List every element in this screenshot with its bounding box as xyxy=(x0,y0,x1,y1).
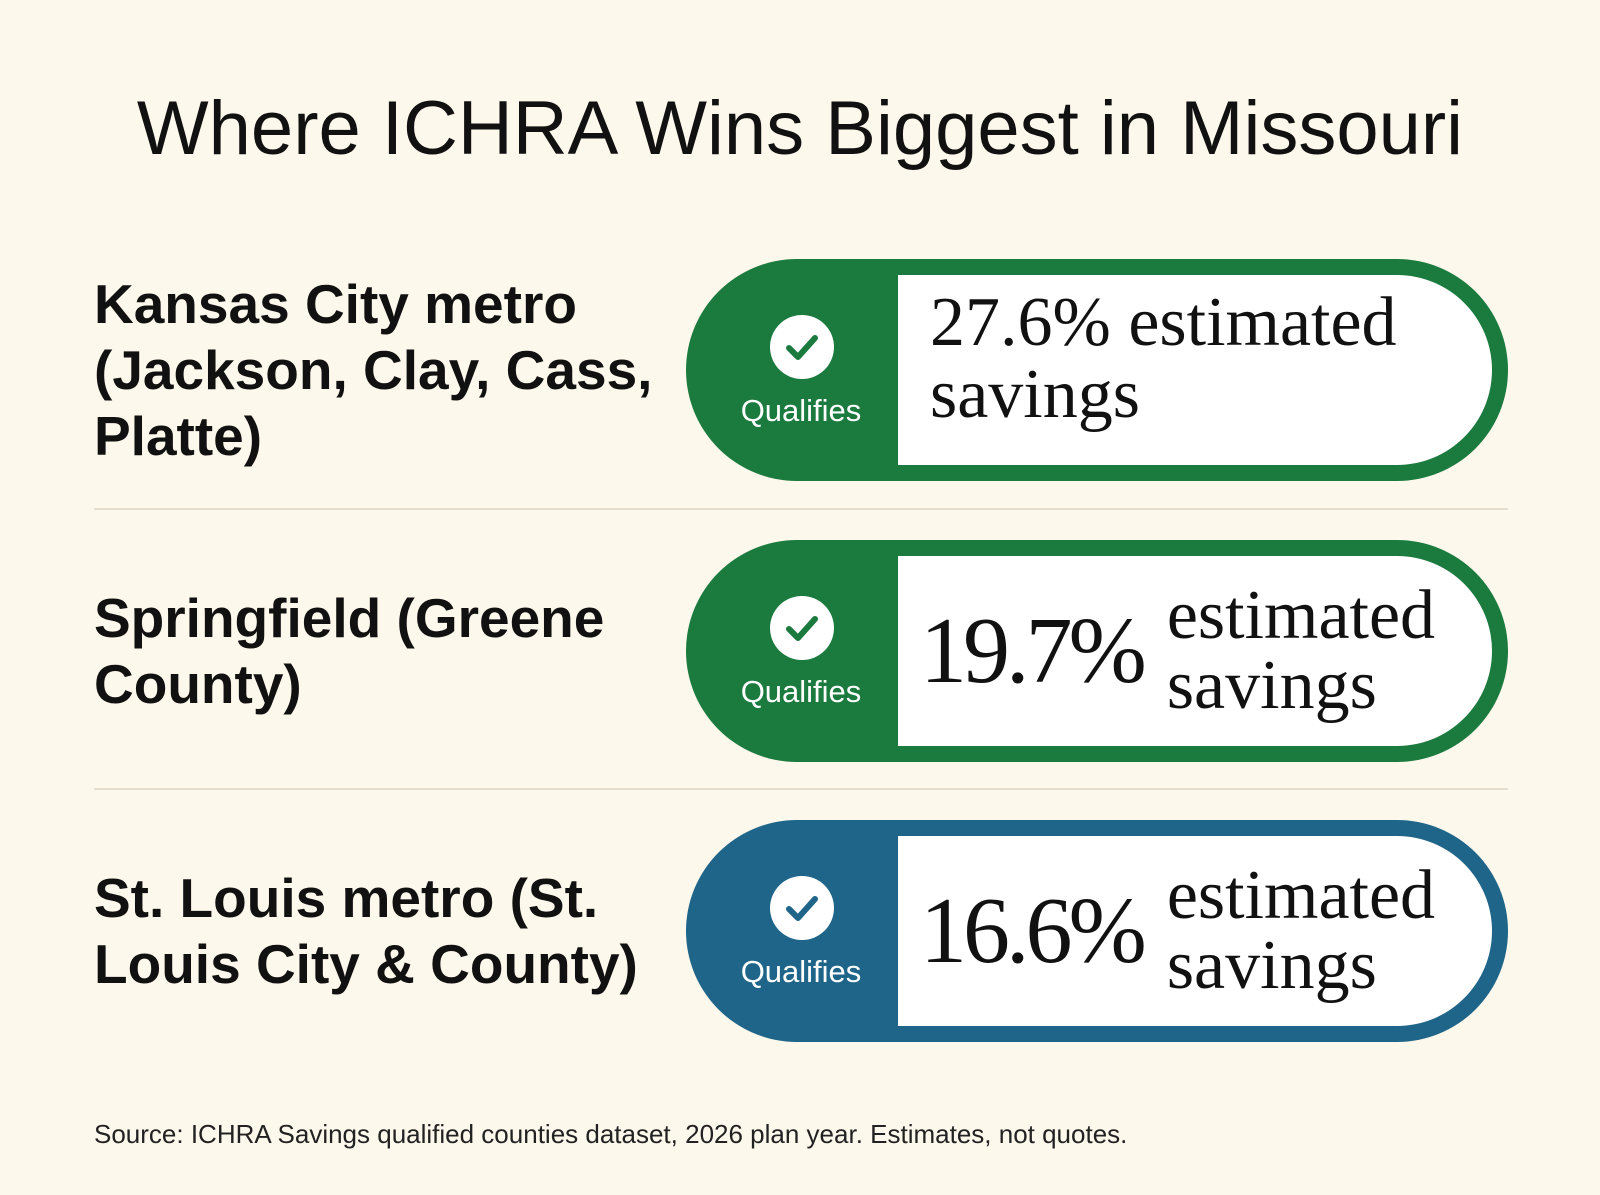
check-circle-icon xyxy=(770,315,834,379)
qualifies-label: Qualifies xyxy=(740,674,862,709)
savings-value: 16.6% xyxy=(920,879,1147,983)
check-circle-icon xyxy=(770,596,834,660)
region-label-st-louis: St. Louis metro (St. Louis City & County… xyxy=(94,867,638,995)
savings-label: estimated savings xyxy=(1166,857,1436,1004)
chart-title: Where ICHRA Wins Biggest in Missouri xyxy=(136,86,1464,171)
savings-stat: 16.6% estimated savings xyxy=(920,840,1468,1022)
savings-value: 19.7% xyxy=(920,599,1147,703)
qualifies-label: Qualifies xyxy=(740,954,862,989)
savings-pill-springfield: Qualifies 19.7% estimated savings xyxy=(686,540,1508,762)
check-circle-icon xyxy=(770,876,834,940)
savings-value: 27.6% xyxy=(930,284,1111,361)
savings-pill-inner xyxy=(898,275,1492,465)
qualifies-badge: Qualifies xyxy=(686,540,898,762)
savings-label: estimated savings xyxy=(1166,577,1436,724)
savings-pill-inner xyxy=(898,836,1492,1026)
savings-label: estimated savings xyxy=(930,284,1397,433)
savings-row-st-louis: St. Louis metro (St. Louis City & County… xyxy=(0,820,1600,1042)
region-label-springfield: Springfield (Greene County) xyxy=(94,587,605,715)
savings-pill-st-louis: Qualifies 16.6% estimated savings xyxy=(686,820,1508,1042)
row-divider xyxy=(94,508,1508,510)
qualifies-badge: Qualifies xyxy=(686,820,898,1042)
savings-row-kansas-city: Kansas City metro (Jackson, Clay, Cass, … xyxy=(0,259,1600,481)
qualifies-label: Qualifies xyxy=(740,393,862,428)
savings-row-springfield: Springfield (Greene County) Qualifies 19… xyxy=(0,540,1600,762)
savings-stat: 19.7% estimated savings xyxy=(920,560,1468,742)
region-label-kansas-city: Kansas City metro (Jackson, Clay, Cass, … xyxy=(94,273,653,467)
savings-stat: 27.6% estimated savings xyxy=(930,287,1468,431)
savings-pill-kansas-city: Qualifies 27.6% estimated savings xyxy=(686,259,1508,481)
qualifies-badge: Qualifies xyxy=(686,259,898,481)
row-divider xyxy=(94,788,1508,790)
source-note: Source: ICHRA Savings qualified counties… xyxy=(94,1119,1128,1149)
savings-pill-inner xyxy=(898,556,1492,746)
